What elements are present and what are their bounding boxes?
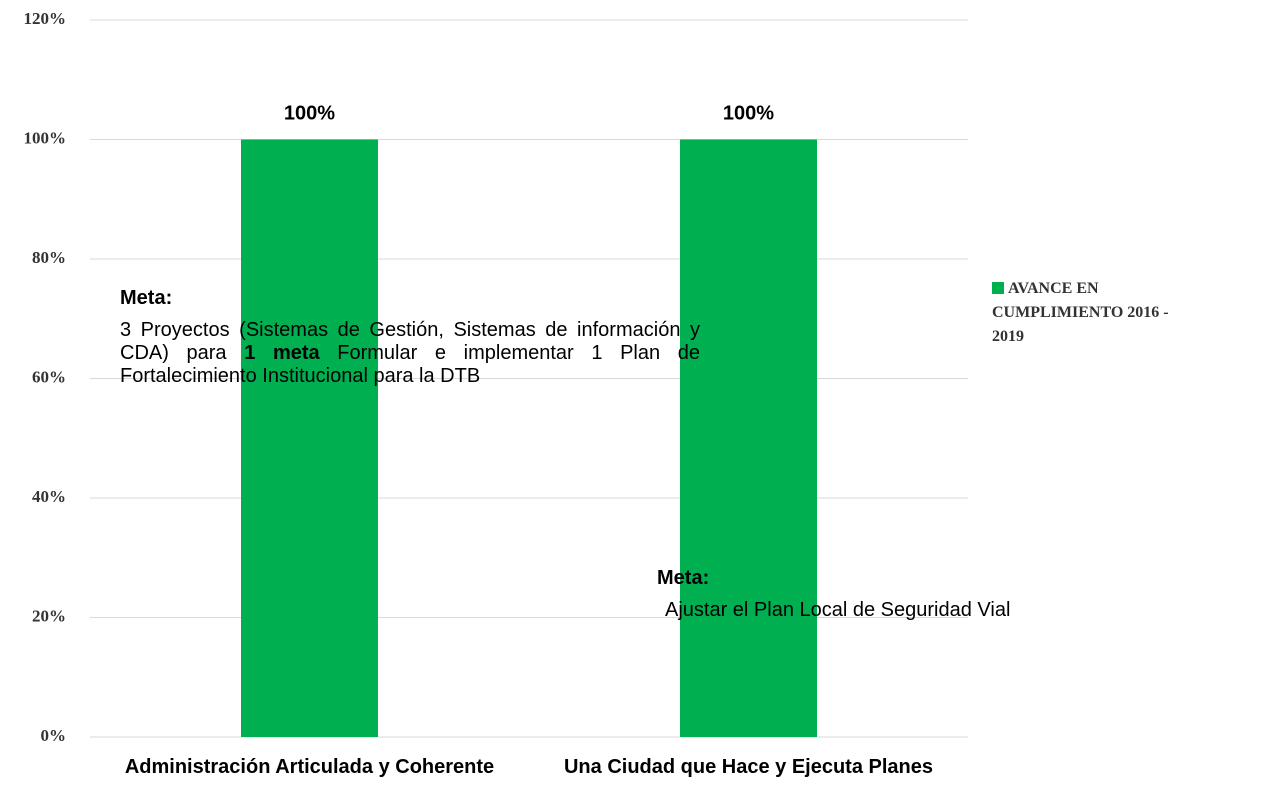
annotation: Meta: 3 Proyectos (Sistemas de Gestión, S…: [120, 287, 700, 388]
x-tick-label: Una Ciudad que Hace y Ejecuta Planes: [563, 756, 933, 778]
bar: [680, 139, 817, 737]
y-tick-label: 0%: [41, 726, 67, 745]
data-label: 100%: [284, 103, 335, 125]
annotation-heading: Meta:: [657, 567, 710, 589]
legend-swatch: [992, 282, 1004, 294]
annotation-segment: 3 Proyectos (Sistemas de Gestión, Sistem…: [120, 319, 700, 364]
annotation-heading: Meta:: [120, 287, 173, 309]
annotation-text: 3 Proyectos (Sistemas de Gestión, Sistem…: [120, 319, 700, 387]
legend-label: AVANCE EN CUMPLIMIENTO 2016 - 2019: [992, 280, 1169, 345]
annotation-text: Ajustar el Plan Local de Seguridad Vial: [657, 599, 1010, 621]
annotation-segment: Ajustar el Plan Local de Seguridad Vial: [665, 599, 1011, 621]
y-tick-label: 120%: [24, 9, 67, 28]
y-tick-label: 40%: [32, 487, 66, 506]
y-tick-label: 20%: [32, 606, 66, 625]
y-tick-label: 100%: [24, 128, 67, 147]
x-tick-label: Administración Articulada y Coherente: [124, 756, 495, 778]
bar: [241, 139, 378, 737]
annotation: Meta: Ajustar el Plan Local de Seguridad …: [657, 567, 1177, 622]
legend: AVANCE EN CUMPLIMIENTO 2016 - 2019: [992, 277, 1172, 349]
data-label: 100%: [723, 103, 774, 125]
y-tick-label: 80%: [32, 248, 66, 267]
annotation-segment: 1 meta: [244, 342, 320, 364]
annotation-segment: Formular e implementar 1 Plan de Fortale…: [120, 342, 700, 387]
y-tick-label: 60%: [32, 367, 66, 386]
